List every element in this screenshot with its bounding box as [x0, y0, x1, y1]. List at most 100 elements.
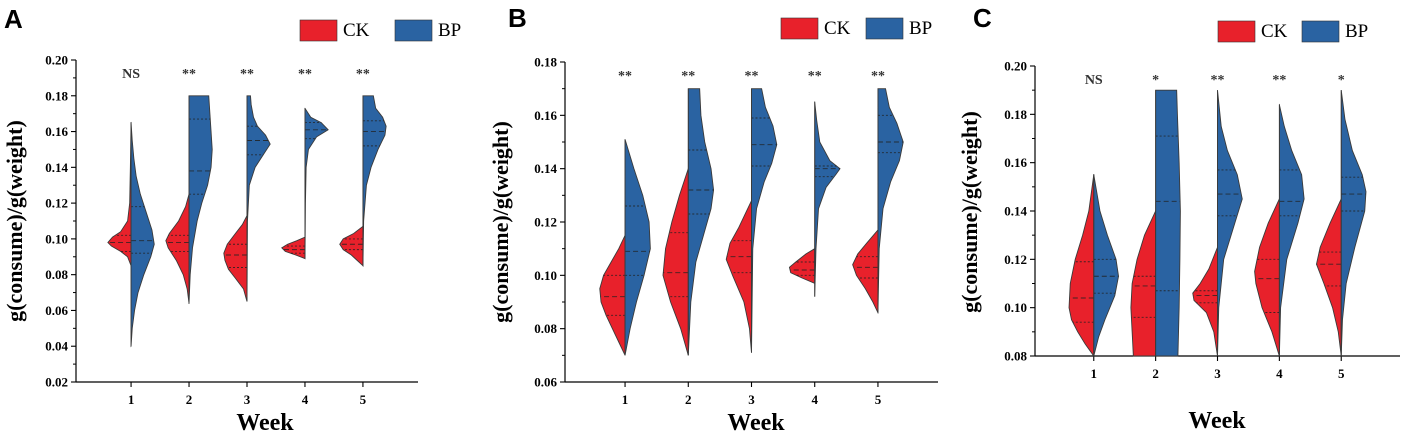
y-tick-label: 0.08 [1004, 349, 1027, 364]
violin-bp-week-3 [1217, 90, 1243, 357]
significance-label: ** [618, 69, 632, 84]
y-tick-label: 0.10 [45, 231, 68, 246]
violin-bp-week-2 [1155, 89, 1181, 357]
x-tick-label: 4 [811, 392, 818, 407]
y-axis-title: g(consume)/g(weight) [2, 120, 27, 322]
x-tick-label: 5 [875, 392, 882, 407]
significance-label: ** [356, 67, 370, 82]
significance-label: ** [745, 69, 759, 84]
violin-bp-week-1 [624, 137, 651, 356]
violin-bp-week-2 [687, 88, 715, 356]
x-tick-label: 5 [1338, 366, 1345, 381]
x-tick-label: 1 [622, 392, 629, 407]
x-tick-label: 2 [1152, 366, 1159, 381]
violin-bp-week-5 [877, 88, 904, 313]
legend-label-ck: CK [343, 20, 370, 41]
y-tick-label: 0.14 [1004, 204, 1027, 219]
violin-bp-week-1 [1093, 174, 1119, 357]
y-tick-label: 0.18 [1004, 107, 1027, 122]
significance-label: ** [298, 67, 312, 82]
x-tick-label: 4 [302, 392, 309, 407]
y-tick-label: 0.08 [45, 267, 68, 282]
y-tick-label: 0.18 [534, 55, 557, 70]
x-tick-label: 4 [1276, 366, 1283, 381]
x-tick-label: 1 [1091, 366, 1098, 381]
violin-ck-week-2 [662, 168, 689, 356]
panel-letter: A [4, 4, 23, 34]
y-tick-label: 0.20 [1004, 59, 1027, 74]
y-tick-label: 0.16 [534, 108, 557, 123]
significance-label: ** [1211, 73, 1225, 88]
y-tick-label: 0.10 [534, 268, 557, 283]
significance-label: ** [1272, 73, 1286, 88]
violin-ck-week-4 [281, 236, 306, 259]
significance-label: ** [681, 69, 695, 84]
violin-bp-week-3 [246, 95, 271, 302]
violin-ck-week-3 [223, 215, 248, 302]
panel-B: B CK BP 0.06 0.08 0.10 0.12 0.14 0.16 0.18 1 2 3 4 5 We… [488, 3, 938, 434]
y-tick-label: 0.06 [534, 375, 557, 390]
y-tick-label: 0.12 [1004, 252, 1027, 267]
legend-label-ck: CK [1261, 21, 1288, 42]
violin-ck-week-1 [107, 121, 132, 267]
violin-ck-week-4 [1254, 198, 1280, 357]
y-axis-title: g(consume)/g(weight) [957, 111, 982, 313]
x-tick-label: 2 [685, 392, 692, 407]
y-axis-title: g(consume)/g(weight) [488, 121, 513, 323]
violin-bp-week-1 [130, 121, 155, 348]
violin-ck-week-5 [1316, 198, 1342, 357]
violin-ck-week-2 [1130, 210, 1157, 357]
legend-swatch-bp [865, 17, 904, 40]
violin-ck-week-1 [599, 235, 626, 356]
violin-bp-week-4 [304, 107, 329, 260]
violin-bp-week-4 [1278, 104, 1305, 357]
x-tick-label: 2 [186, 392, 193, 407]
y-tick-label: 0.06 [45, 303, 68, 318]
legend-swatch-ck [1217, 20, 1256, 43]
significance-label: ** [182, 67, 196, 82]
x-tick-label: 3 [1214, 366, 1221, 381]
y-tick-label: 0.04 [45, 339, 68, 354]
y-tick-label: 0.10 [1004, 300, 1027, 315]
y-tick-label: 0.14 [45, 160, 68, 175]
violin-ck-week-3 [1192, 247, 1218, 357]
x-tick-label: 3 [748, 392, 755, 407]
x-axis-title: Week [1188, 408, 1246, 434]
legend-label-bp: BP [438, 20, 461, 41]
significance-label: NS [1085, 73, 1103, 88]
y-tick-label: 0.20 [45, 53, 68, 68]
legend-label-ck: CK [824, 18, 851, 39]
x-axis-title: Week [236, 410, 294, 434]
violin-bp-week-3 [751, 88, 778, 353]
panel-C: C CK BP 0.08 0.10 0.12 0.14 0.16 0.18 0.20 1 2 3 4 5 We… [957, 3, 1400, 434]
violin-ck-week-1 [1068, 174, 1095, 358]
y-tick-label: 0.16 [1004, 155, 1027, 170]
y-tick-label: 0.12 [534, 215, 557, 230]
violin-bp-week-4 [814, 101, 841, 297]
x-tick-label: 1 [128, 392, 135, 407]
significance-label: ** [808, 69, 822, 84]
legend-label-bp: BP [1345, 21, 1368, 42]
significance-label: ** [240, 67, 254, 82]
violin-ck-week-2 [165, 193, 190, 304]
violin-bp-week-5 [1340, 90, 1367, 357]
significance-label: NS [122, 67, 140, 82]
violin-ck-week-4 [788, 248, 816, 284]
violin-bp-week-5 [362, 95, 387, 267]
violin-bp-week-2 [188, 95, 213, 304]
y-tick-label: 0.02 [45, 375, 68, 390]
legend-swatch-ck [780, 17, 819, 40]
y-tick-label: 0.16 [45, 124, 68, 139]
y-tick-label: 0.14 [534, 161, 557, 176]
violin-ck-week-5 [852, 229, 879, 314]
x-axis-title: Week [727, 410, 785, 434]
panel-A: A CK BP 0.02 0.04 0.06 0.08 0.10 0.12 0.14 0.16 0.1… [2, 4, 461, 434]
significance-label: * [1152, 73, 1159, 88]
violin-ck-week-3 [725, 200, 752, 353]
legend-swatch-ck [299, 19, 338, 42]
significance-label: ** [871, 69, 885, 84]
violin-ck-week-5 [339, 224, 364, 267]
x-tick-label: 3 [244, 392, 251, 407]
legend-swatch-bp [394, 19, 433, 42]
